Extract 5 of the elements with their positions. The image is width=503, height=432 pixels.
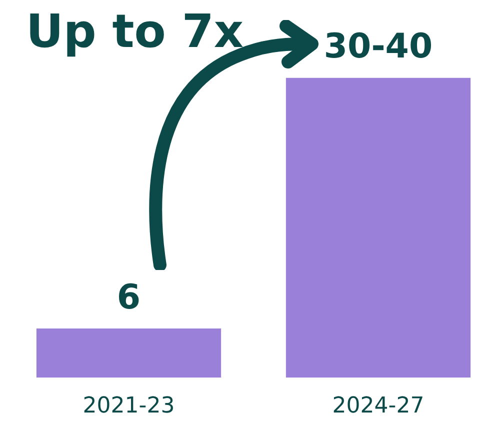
x-tick-label: 2021-23: [82, 394, 175, 419]
data-label: 30-40: [324, 26, 433, 67]
x-tick-label: 2024-27: [332, 394, 424, 419]
data-label: 6: [116, 277, 141, 318]
chart-title: Up to 7x: [26, 4, 244, 58]
